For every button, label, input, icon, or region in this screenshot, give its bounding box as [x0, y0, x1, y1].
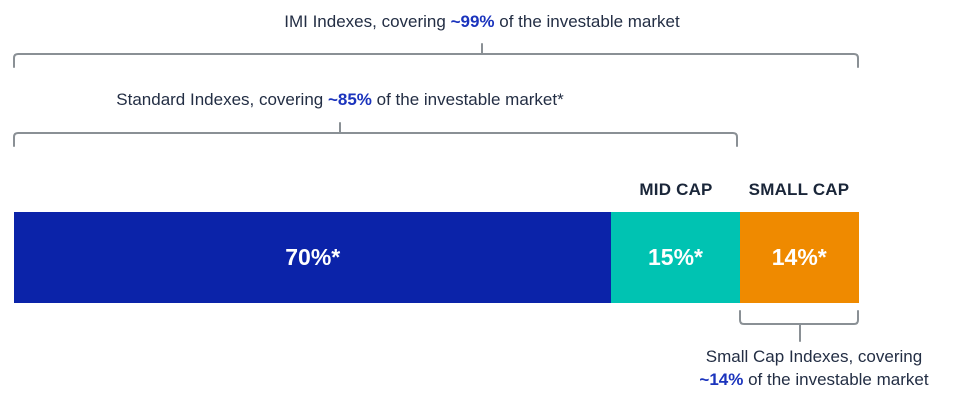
bar-segment-standard-value: 70%*: [285, 244, 341, 270]
imi-annotation-suffix: of the investable market: [494, 12, 680, 31]
standard-annotation-prefix: Standard Indexes, covering: [116, 90, 328, 109]
bar-segment-standard: 70%*: [14, 212, 612, 303]
small-cap-annotation-line2: ~14% of the investable market: [664, 368, 964, 391]
small-cap-annotation: Small Cap Indexes, covering ~14% of the …: [664, 345, 964, 391]
standard-annotation-suffix: of the investable market*: [371, 90, 564, 109]
small-cap-bracket: [739, 310, 859, 342]
bar-segment-mid-cap-value: 15%*: [647, 244, 703, 270]
imi-annotation-coverage: ~99%: [450, 12, 495, 31]
standard-annotation-coverage: ~85%: [327, 90, 372, 109]
small-cap-annotation-suffix: of the investable market: [743, 370, 929, 389]
imi-annotation-prefix: IMI Indexes, covering: [284, 12, 451, 31]
bar-segment-small-cap-value: 14%*: [771, 244, 827, 270]
small-cap-header: SMALL CAP: [748, 180, 850, 199]
standard-annotation: Standard Indexes, covering ~85% of the i…: [0, 89, 680, 111]
small-cap-annotation-coverage: ~14%: [699, 370, 744, 389]
bar-segment-small-cap: 14%*: [739, 212, 859, 303]
mid-cap-header: MID CAP: [639, 180, 713, 199]
imi-bracket: [13, 43, 859, 68]
small-cap-annotation-line1: Small Cap Indexes, covering: [705, 347, 923, 366]
stacked-bar: 70%* 15%* 14%*: [14, 212, 859, 303]
imi-annotation: IMI Indexes, covering ~99% of the invest…: [0, 11, 964, 33]
standard-bracket: [13, 122, 738, 147]
bar-segment-mid-cap: 15%*: [611, 212, 740, 303]
